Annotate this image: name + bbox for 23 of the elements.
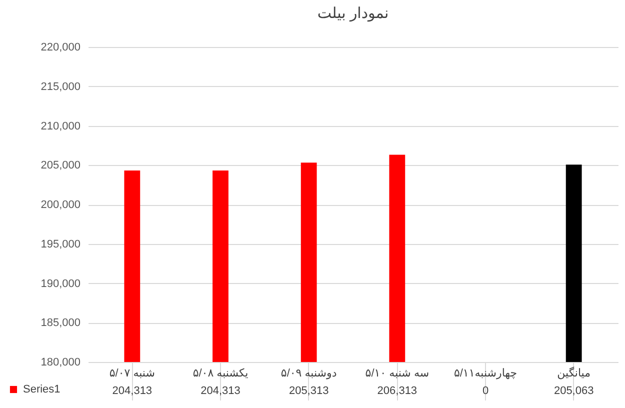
- chart-title: نمودار بیلت: [317, 5, 389, 22]
- y-tick-label: 195,000: [40, 238, 80, 250]
- data-label: 205,063: [554, 385, 594, 397]
- data-label: 206,313: [377, 385, 418, 397]
- text: 0: [482, 385, 489, 397]
- x-tick-label: میانگین: [557, 366, 591, 380]
- x-tick-label: شنبه ۵/۰۷: [109, 368, 155, 380]
- data-label: 204,313: [112, 385, 152, 397]
- x-tick-label: سه شنبه ۵/۱۰: [365, 368, 430, 380]
- data-label: 205,313: [288, 385, 329, 397]
- y-tick-label: 205,000: [40, 160, 80, 172]
- y-tick-label: 200,000: [40, 199, 80, 211]
- y-tick-label: 220,000: [40, 42, 80, 54]
- legend-label: Series1: [23, 384, 60, 396]
- y-tick-label: 180,000: [40, 356, 80, 368]
- y-tick-label: 210,000: [40, 120, 80, 132]
- x-tick-label: یکشنبه ۵/۰۸: [192, 368, 248, 380]
- y-tick-label: 185,000: [40, 317, 80, 330]
- y-tick-label: 190,000: [40, 278, 80, 290]
- y-tick-label: 215,000: [40, 80, 80, 93]
- x-tick-label: چهارشنبه۵/۱۱: [454, 368, 518, 380]
- data-label: 204,313: [200, 385, 240, 397]
- x-tick-label: دوشنبه ۵/۰۹: [280, 368, 337, 380]
